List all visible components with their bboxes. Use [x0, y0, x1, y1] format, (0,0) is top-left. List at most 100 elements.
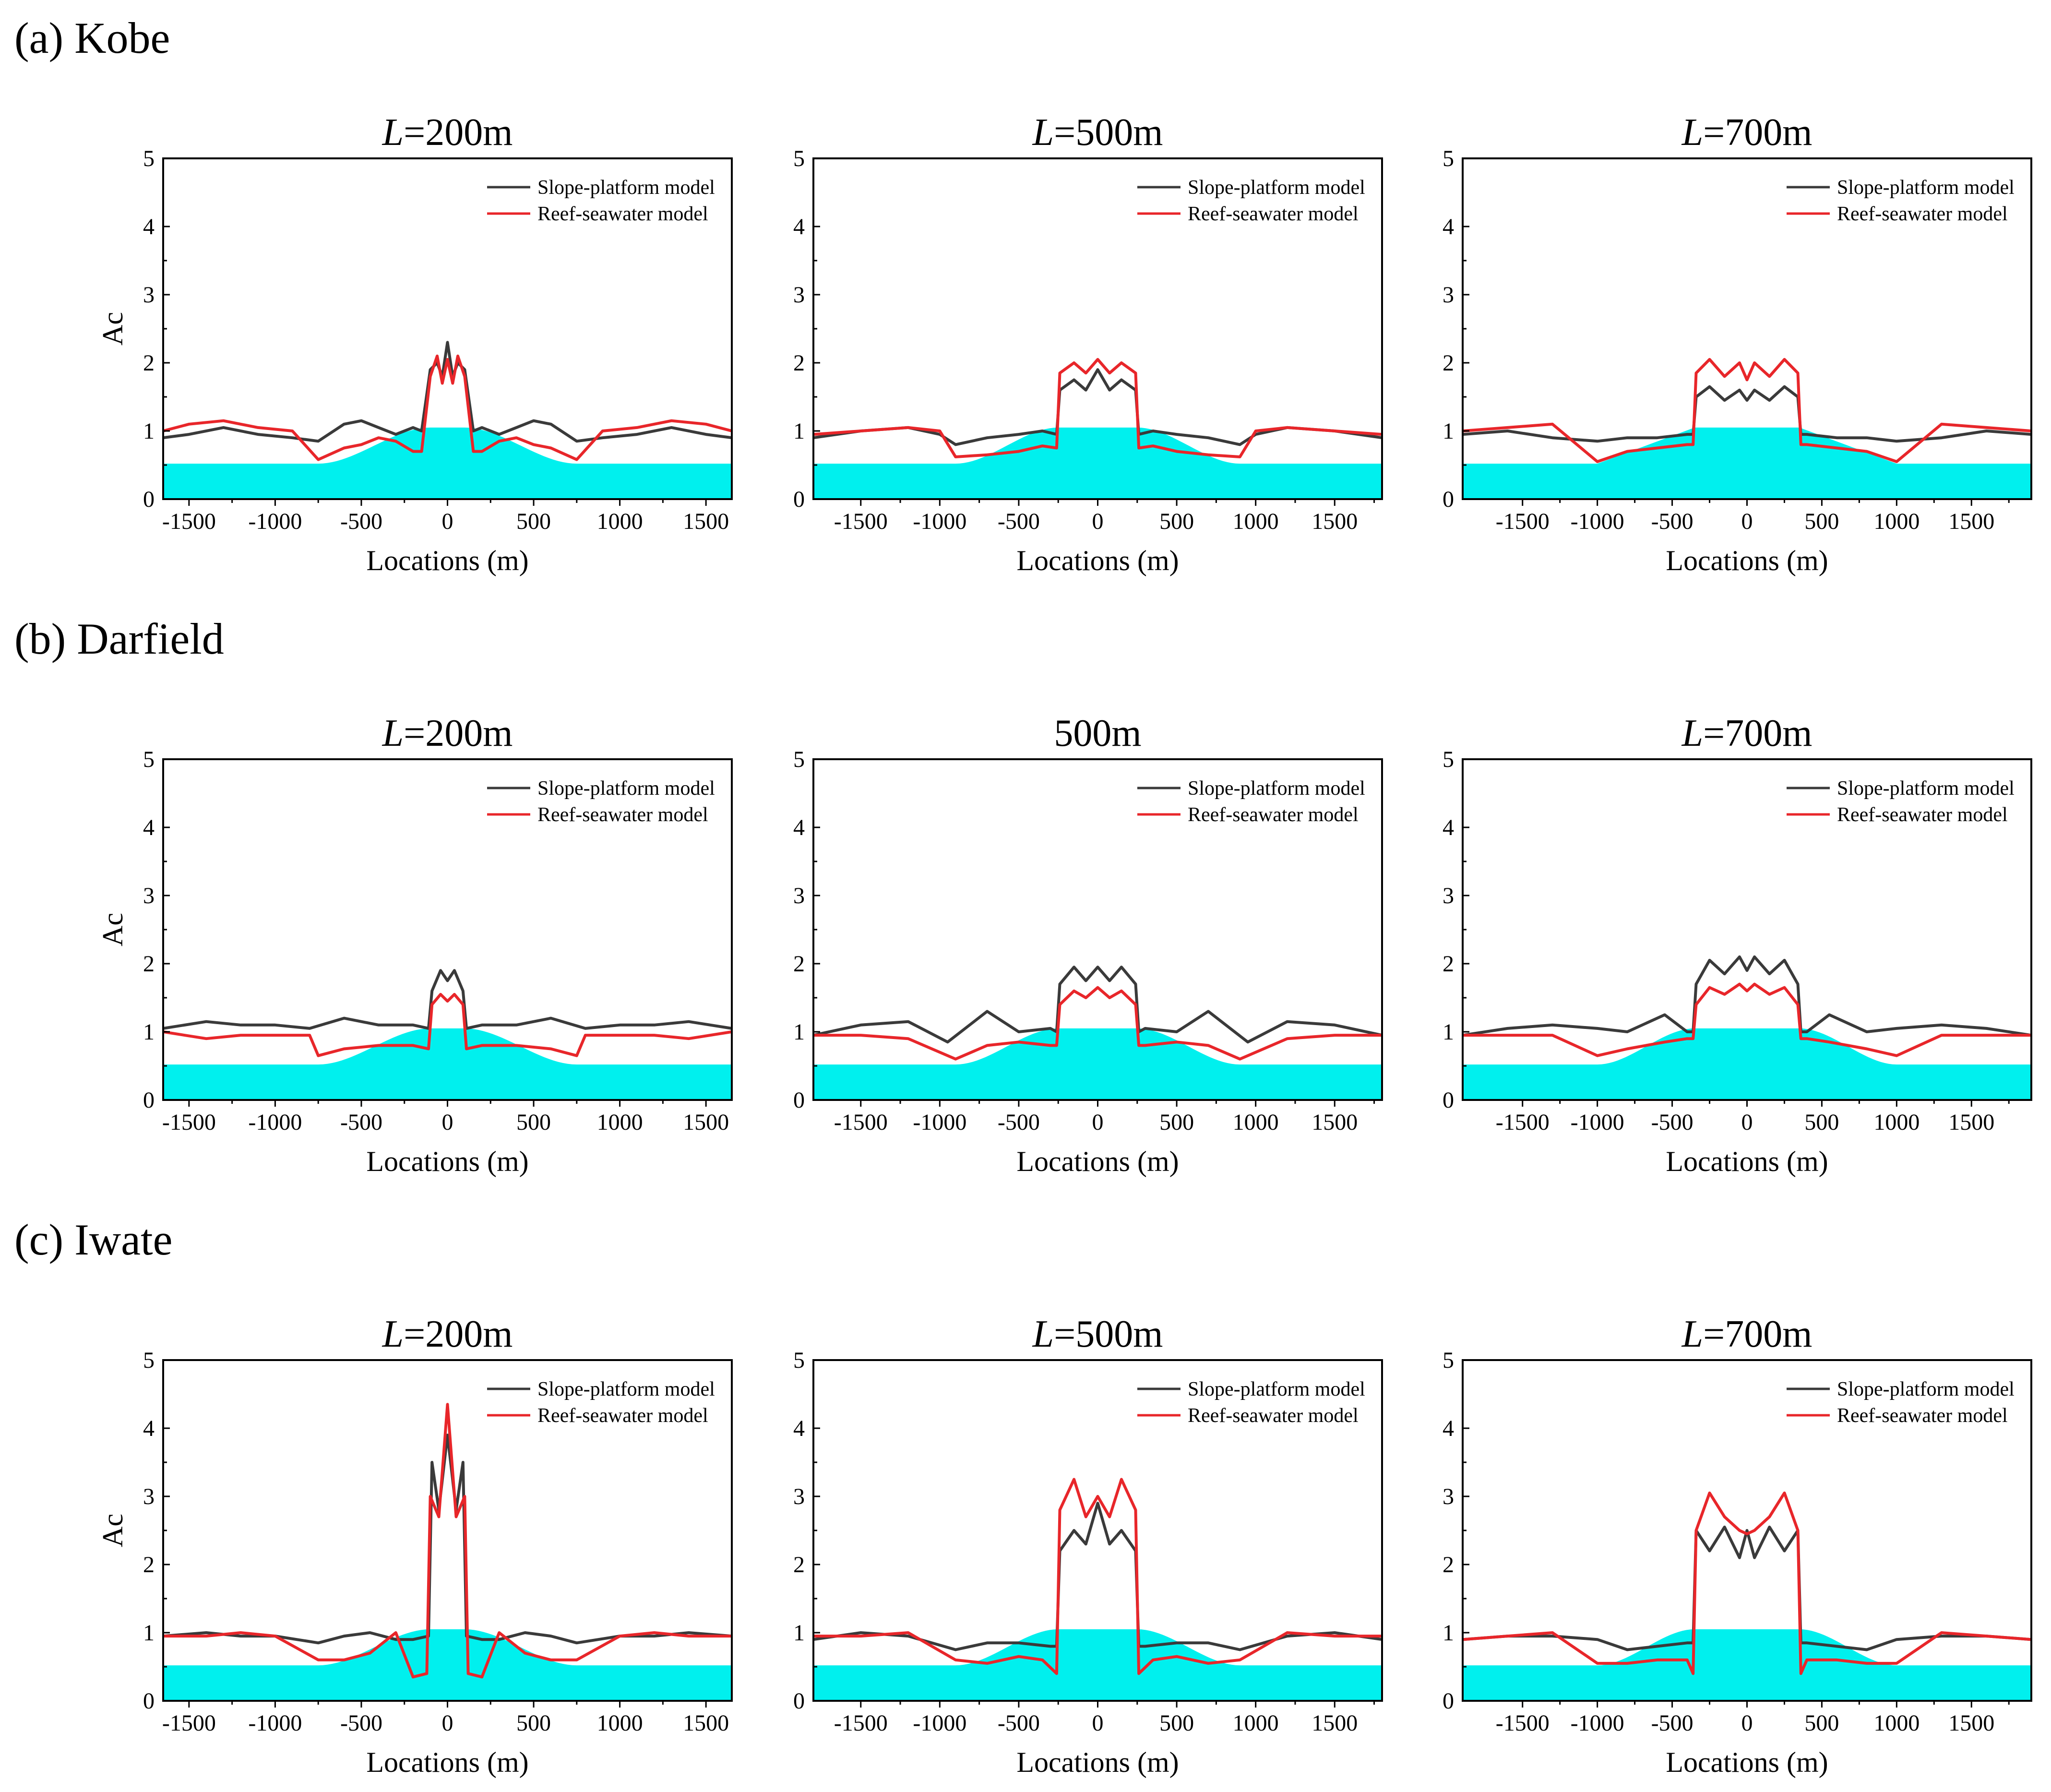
reef-seawater-line — [1463, 358, 2031, 463]
y-tick-label: 0 — [143, 1688, 155, 1714]
y-tick-label: 5 — [793, 146, 805, 171]
y-tick-label: 5 — [793, 1348, 805, 1373]
plot-area — [813, 358, 1382, 499]
y-tick-label: 5 — [793, 747, 805, 772]
panel-title: 500m — [1054, 712, 1141, 754]
reef-seawater-line — [163, 992, 732, 1057]
y-tick-label: 4 — [143, 214, 155, 239]
slope-platform-line — [163, 1434, 732, 1645]
x-tick-label: -500 — [998, 509, 1040, 534]
x-axis-label: Locations (m) — [1666, 545, 1828, 576]
title-value: =700m — [1703, 111, 1812, 154]
x-tick-label: 500 — [516, 1110, 551, 1135]
chart-panel: 0 1 2 3 4 5 -1500 -1000 -500 0 500 1000 1500 Location… — [1443, 111, 2032, 576]
slope-platform-line — [163, 969, 732, 1030]
x-tick-label: -1500 — [834, 1710, 888, 1736]
y-axis-label: Ac — [97, 312, 129, 346]
x-tick-label: 1500 — [1312, 1110, 1358, 1135]
reef-seawater-line — [813, 358, 1382, 458]
y-tick-label: 0 — [1443, 1688, 1454, 1714]
chart-panel: 0 1 2 3 4 5 -1500 -1000 -500 0 500 1000 1500 Location… — [793, 111, 1383, 576]
y-tick-label: 4 — [793, 815, 805, 840]
x-tick-label: -1000 — [913, 1710, 966, 1736]
x-tick-label: -500 — [1651, 1710, 1693, 1736]
legend-label-slope-platform: Slope-platform model — [1837, 1378, 2015, 1400]
title-variable: L — [1681, 111, 1704, 154]
y-tick-label: 1 — [143, 418, 155, 444]
x-tick-label: -500 — [1651, 509, 1693, 534]
chart-panel: 0 1 2 3 4 5 -1500 -1000 -500 0 500 1000 1500 Location… — [97, 712, 733, 1177]
y-tick-label: 0 — [1443, 487, 1454, 512]
x-tick-label: -1500 — [162, 1710, 216, 1736]
title-value: =500m — [1054, 111, 1163, 154]
y-tick-label: 3 — [143, 1484, 155, 1509]
title-value: =200m — [404, 712, 513, 754]
x-tick-label: 1500 — [1312, 1710, 1358, 1736]
slope-platform-line — [1463, 385, 2031, 443]
plot-area — [1463, 955, 2031, 1100]
x-tick-label: -1000 — [1571, 509, 1624, 534]
y-tick-label: 3 — [793, 1484, 805, 1509]
legend-label-reef-seawater: Reef-seawater model — [1837, 203, 2008, 225]
reef-seawater-line — [163, 354, 732, 461]
x-tick-label: 1500 — [1312, 509, 1358, 534]
slope-platform-line — [163, 341, 732, 443]
y-tick-label: 1 — [1443, 1019, 1454, 1045]
reef-seawater-line — [813, 1478, 1382, 1675]
x-tick-label: -500 — [1651, 1110, 1693, 1135]
x-tick-label: 1000 — [1233, 509, 1279, 534]
y-tick-label: 5 — [143, 146, 155, 171]
x-tick-label: -1500 — [1496, 1110, 1550, 1135]
y-tick-label: 1 — [793, 418, 805, 444]
title-variable: L — [1681, 712, 1704, 754]
panel-title: L=200m — [382, 111, 513, 154]
panel-title: L=700m — [1681, 111, 1813, 154]
panel-title: L=500m — [1032, 111, 1163, 154]
x-tick-label: -1000 — [248, 1110, 302, 1135]
y-tick-label: 4 — [1443, 1416, 1454, 1441]
x-axis-label: Locations (m) — [366, 1746, 528, 1778]
reef-fill — [1463, 1629, 2031, 1701]
legend: Slope-platform model Reef-seawater model — [487, 1378, 715, 1427]
y-tick-label: 5 — [1443, 1348, 1454, 1373]
legend-label-reef-seawater: Reef-seawater model — [537, 1405, 708, 1427]
x-tick-label: 1000 — [1233, 1710, 1279, 1736]
legend: Slope-platform model Reef-seawater model — [1137, 177, 1365, 225]
y-tick-label: 0 — [793, 487, 805, 512]
chart-panel: 0 1 2 3 4 5 -1500 -1000 -500 0 500 1000 1500 Location… — [97, 111, 733, 576]
x-tick-label: 500 — [516, 509, 551, 534]
title-value: =700m — [1703, 712, 1812, 754]
x-tick-label: 0 — [442, 509, 453, 534]
y-tick-label: 0 — [793, 1087, 805, 1113]
reef-fill — [813, 427, 1382, 499]
title-variable: L — [1681, 1313, 1704, 1355]
legend-label-reef-seawater: Reef-seawater model — [537, 203, 708, 225]
panel-title: L=200m — [382, 1313, 513, 1355]
panel-title: L=700m — [1681, 712, 1813, 754]
plot-area — [813, 1478, 1382, 1701]
reef-fill — [163, 427, 732, 499]
chart-panel: 0 1 2 3 4 5 -1500 -1000 -500 0 500 1000 1500 Location… — [1443, 712, 2032, 1177]
plot-area — [1463, 358, 2031, 499]
y-tick-label: 3 — [1443, 1484, 1454, 1509]
x-tick-label: -500 — [340, 509, 382, 534]
y-tick-label: 0 — [793, 1688, 805, 1714]
x-tick-label: 0 — [442, 1110, 453, 1135]
y-tick-label: 1 — [1443, 1620, 1454, 1646]
legend: Slope-platform model Reef-seawater model — [1787, 177, 2015, 225]
legend: Slope-platform model Reef-seawater model — [487, 177, 715, 225]
slope-platform-line — [1463, 955, 2031, 1037]
legend-label-slope-platform: Slope-platform model — [537, 777, 715, 800]
y-tick-label: 2 — [793, 1552, 805, 1577]
plot-area — [163, 1403, 732, 1701]
legend-label-slope-platform: Slope-platform model — [1188, 777, 1365, 800]
chart-panel: 0 1 2 3 4 5 -1500 -1000 -500 0 500 1000 1500 Location… — [793, 712, 1383, 1177]
slope-platform-line — [813, 966, 1382, 1044]
x-tick-label: -500 — [340, 1710, 382, 1736]
x-tick-label: 500 — [1159, 509, 1194, 534]
x-tick-label: 1000 — [1873, 1710, 1920, 1736]
legend: Slope-platform model Reef-seawater model — [1137, 1378, 1365, 1427]
x-tick-label: -1000 — [248, 1710, 302, 1736]
y-tick-label: 2 — [1443, 1552, 1454, 1577]
